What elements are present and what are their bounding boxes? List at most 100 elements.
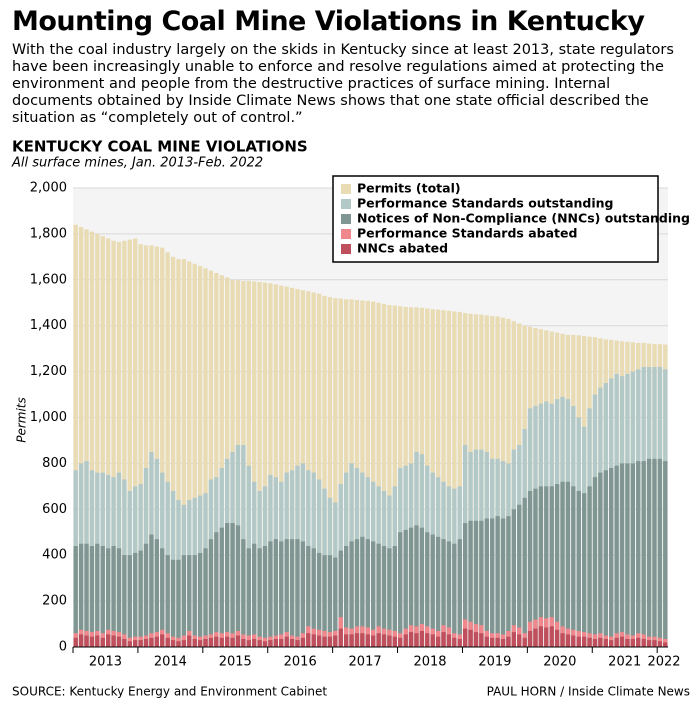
bar (576, 490, 581, 647)
bar (533, 488, 538, 647)
bar (84, 229, 89, 647)
bar (279, 285, 284, 647)
bar (527, 326, 533, 647)
bar (392, 636, 398, 647)
bar (349, 299, 354, 647)
y-tick-label: 200 (42, 594, 67, 609)
bar (581, 636, 587, 647)
bar (187, 261, 192, 647)
bar (549, 403, 554, 647)
bar (197, 495, 203, 647)
bar (219, 637, 224, 647)
bar (203, 638, 208, 647)
bar (641, 367, 646, 647)
bar (100, 472, 105, 647)
bar (619, 636, 625, 647)
bar (441, 310, 446, 647)
plot-area (73, 188, 668, 647)
bar (235, 525, 241, 647)
bar (235, 635, 241, 647)
bar (484, 315, 489, 647)
bar (663, 461, 668, 647)
bar (306, 546, 311, 647)
bar (105, 238, 111, 648)
bar (284, 472, 289, 647)
bar (105, 634, 111, 647)
bar (609, 467, 614, 647)
bar (149, 633, 154, 647)
legend-label: Performance Standards abated (357, 226, 577, 241)
bar (435, 536, 441, 647)
bar (127, 641, 132, 647)
bar (641, 634, 646, 647)
bar (381, 628, 387, 647)
bar (636, 342, 641, 647)
bar (446, 627, 452, 647)
bar (257, 548, 262, 647)
bar (187, 630, 192, 647)
bar (522, 325, 527, 647)
bar (343, 634, 349, 647)
bar (322, 636, 327, 647)
bar (446, 634, 452, 647)
bar (376, 633, 381, 647)
bar (576, 630, 581, 647)
bar (408, 625, 414, 647)
bar (430, 472, 435, 647)
bar (452, 488, 457, 647)
bar (133, 238, 138, 648)
bar (111, 635, 116, 647)
bar (197, 266, 203, 647)
bar (506, 463, 511, 647)
bar (116, 636, 122, 647)
bar (160, 548, 165, 647)
bar (457, 539, 462, 647)
x-tick-label: 2014 (154, 655, 187, 670)
credit: PAUL HORN / Inside Climate News (487, 685, 690, 699)
bar (89, 231, 95, 648)
bar (138, 640, 143, 647)
bar (641, 461, 646, 647)
bar (89, 636, 95, 647)
bar (365, 539, 370, 647)
bar (452, 637, 457, 647)
bar (376, 543, 381, 647)
bar (544, 486, 549, 647)
bar (300, 541, 306, 647)
x-tick-label: 2020 (543, 655, 576, 670)
bar (614, 465, 619, 647)
bar (560, 333, 565, 647)
legend-label: NNCs abated (357, 241, 448, 256)
bar (354, 626, 360, 647)
bar (203, 268, 208, 647)
bar (252, 638, 257, 647)
bar (257, 636, 262, 647)
bar (549, 617, 554, 647)
bar (73, 637, 78, 647)
bar (143, 467, 149, 647)
bar (138, 550, 143, 647)
bar (105, 474, 111, 647)
bar (100, 637, 105, 647)
bar (224, 523, 230, 647)
bar (143, 638, 149, 647)
x-tick-label: 2015 (219, 655, 252, 670)
bar (565, 399, 571, 647)
bar (468, 451, 473, 647)
bar (252, 634, 257, 647)
bar (636, 461, 641, 647)
bar (311, 634, 316, 647)
bar (441, 539, 446, 647)
bar (170, 559, 176, 647)
bar (192, 263, 197, 647)
bar (208, 634, 214, 647)
y-tick-label: 1,800 (30, 226, 67, 241)
bar (403, 628, 408, 647)
bar (468, 629, 473, 647)
bar (603, 470, 608, 647)
bar (181, 640, 187, 647)
bar (100, 546, 105, 647)
bar (133, 640, 138, 647)
bar (430, 628, 435, 647)
bar (387, 495, 392, 647)
